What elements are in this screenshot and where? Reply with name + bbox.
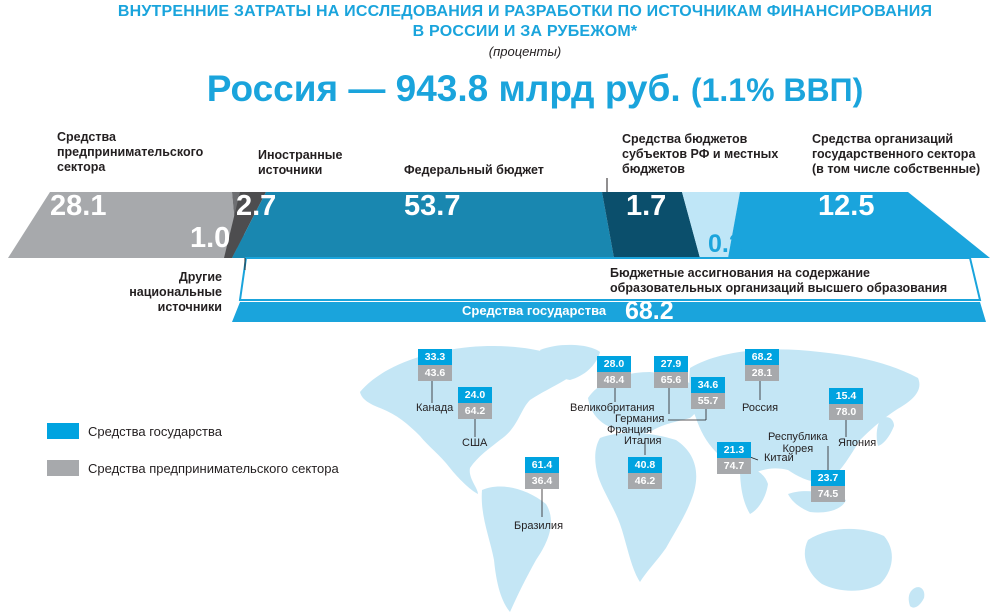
infographic-title: ВНУТРЕННИЕ ЗАТРАТЫ НА ИССЛЕДОВАНИЯ И РАЗ… [0,2,997,42]
label-business: Средства предпринимательского сектора [57,130,204,174]
badge-uk: 28.0 48.4 [597,356,631,388]
badge-korea: 23.7 74.5 [811,470,845,502]
world-map [360,344,925,612]
state-total-label: Средства государства [462,303,607,318]
usa-business-value: 64.2 [458,403,492,419]
china-state-value: 21.3 [717,442,751,458]
country-name-brazil: Бразилия [514,520,564,532]
japan-state-value: 15.4 [829,388,863,404]
value-federal: 53.7 [404,190,461,222]
label-other-national: Другие национальные источники [129,270,222,314]
korea-business-value: 74.5 [811,486,845,502]
canada-state-value: 33.3 [418,349,452,365]
north-america-shape [360,346,580,494]
legend-swatch-business [47,460,79,476]
segment-higher-education [682,192,740,258]
title-units: (проценты) [488,44,562,59]
label-foreign: Иностранные источники [258,148,343,177]
new-zealand-shape [908,587,925,608]
germany-state-value: 27.9 [654,356,688,372]
country-leaders [431,376,847,517]
value-regional: 1.7 [626,190,667,222]
uk-state-value: 28.0 [597,356,631,372]
badge-france: 34.6 55.7 [691,377,725,409]
russia-state-value: 68.2 [745,349,779,365]
badge-canada: 33.3 43.6 [418,349,452,381]
australia-shape [804,528,892,591]
segment-business [8,192,238,258]
country-name-japan: Япония [838,437,877,449]
korea-state-value: 23.7 [811,470,845,486]
russia-business-value: 28.1 [745,365,779,381]
germany-business-value: 65.6 [654,372,688,388]
legend-swatch-state [47,423,79,439]
india-shape [740,467,768,514]
brazil-state-value: 61.4 [525,457,559,473]
korea-label-line-2: Корея [782,443,814,455]
country-name-russia: Россия [742,402,779,414]
label-federal: Федеральный бюджет [404,163,544,177]
state-total-bar [232,302,986,322]
state-bracket [238,257,982,301]
country-name-canada: Канада [416,402,454,414]
value-foreign: 2.7 [236,190,277,222]
country-name-italy: Италия [624,435,662,447]
badge-italy: 40.8 46.2 [628,457,662,489]
segment-regional [602,192,700,258]
label-regional: Средства бюджетов субъектов РФ и местных… [622,132,779,176]
country-name-usa: США [462,437,488,449]
state-total-value: 68.2 [625,297,674,325]
segment-federal [232,192,614,258]
headline-gdp: (1.1% ВВП) [690,72,864,108]
italy-business-value: 46.2 [628,473,662,489]
badge-russia: 68.2 28.1 [745,349,779,381]
japan-business-value: 78.0 [829,404,863,420]
canada-business-value: 43.6 [418,365,452,381]
value-higher-education: 0.2 [708,230,743,258]
badge-china: 21.3 74.7 [717,442,751,474]
france-state-value: 34.6 [691,377,725,393]
legend-label-state: Средства государства [88,424,222,439]
value-business: 28.1 [50,190,107,222]
france-business-value: 55.7 [691,393,725,409]
title-line-2: В РОССИИ И ЗА РУБЕЖОМ* [412,23,638,40]
brazil-business-value: 36.4 [525,473,559,489]
value-other-national: 1.0 [190,222,231,254]
africa-shape [595,432,697,582]
south-america-shape [481,486,551,612]
value-state-organizations: 12.5 [818,190,875,222]
country-name-france: Франция [607,424,653,436]
italy-state-value: 40.8 [628,457,662,473]
badge-usa: 24.0 64.2 [458,387,492,419]
legend-label-business: Средства предпринимательского сектора [88,461,339,476]
country-name-germany: Германия [615,413,665,425]
korea-label-line-1: Республика [768,431,828,443]
china-business-value: 74.7 [717,458,751,474]
badge-brazil: 61.4 36.4 [525,457,559,489]
label-state-organizations: Средства организаций государственного се… [812,132,981,176]
badge-germany: 27.9 65.6 [654,356,688,388]
headline-main: Россия — 943.8 млрд руб. [206,68,681,109]
uk-business-value: 48.4 [597,372,631,388]
badge-japan: 15.4 78.0 [829,388,863,420]
country-name-china: Китай [764,452,794,464]
headline: Россия — 943.8 млрд руб. (1.1% ВВП) [0,68,997,110]
segment-foreign [224,192,266,258]
greenland-shape [540,344,600,380]
title-line-1: ВНУТРЕННИЕ ЗАТРАТЫ НА ИССЛЕДОВАНИЯ И РАЗ… [117,3,933,20]
label-higher-education: Бюджетные ассигнования на содержание обр… [610,266,948,295]
country-name-uk: Великобритания [570,402,655,414]
usa-state-value: 24.0 [458,387,492,403]
japan-shape [876,417,894,446]
country-name-korea: Республика Корея [768,431,828,455]
segment-state-organizations [728,192,990,258]
